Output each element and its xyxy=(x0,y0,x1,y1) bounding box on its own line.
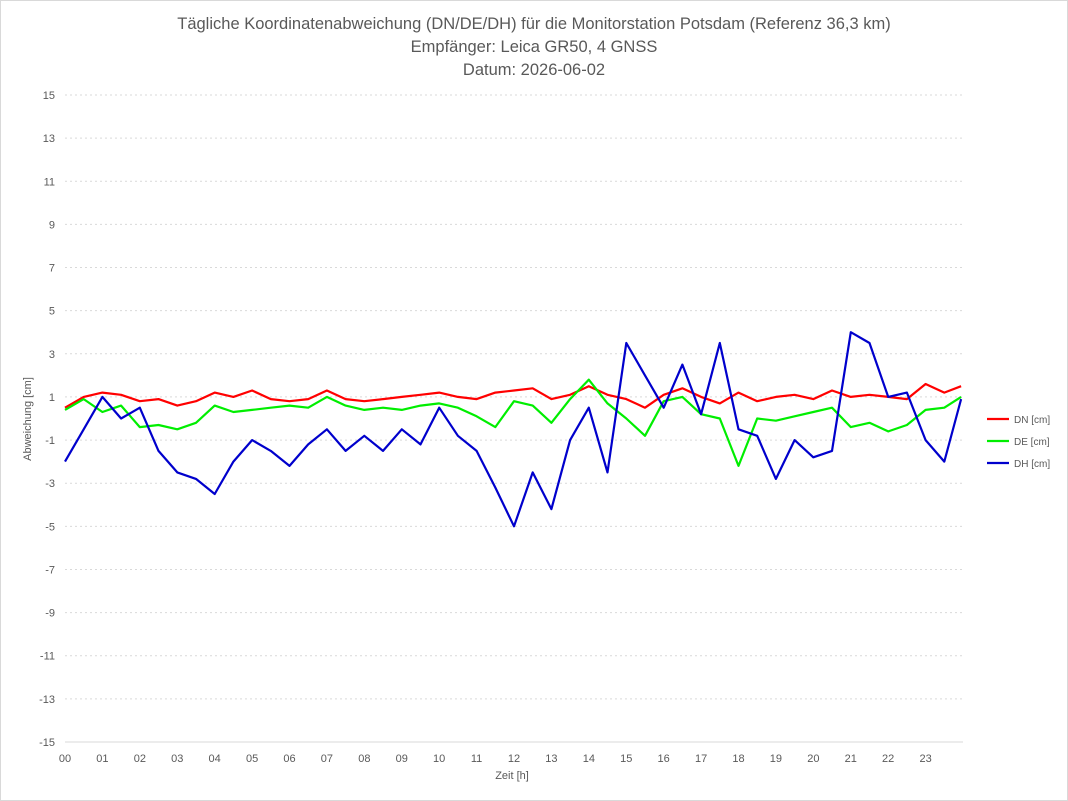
x-tick-label: 19 xyxy=(770,753,782,765)
x-tick-label: 09 xyxy=(396,753,408,765)
y-tick-label: -13 xyxy=(39,694,55,706)
x-tick-label: 12 xyxy=(508,753,520,765)
x-tick-label: 05 xyxy=(246,753,258,765)
legend-label-dh: DH [cm] xyxy=(1014,459,1050,470)
y-tick-label: 3 xyxy=(49,349,55,361)
x-tick-label: 16 xyxy=(658,753,670,765)
chart-title: Tägliche Koordinatenabweichung (DN/DE/DH… xyxy=(177,15,891,79)
x-tick-label: 00 xyxy=(59,753,71,765)
x-tick-label: 01 xyxy=(96,753,108,765)
x-tick-label: 22 xyxy=(882,753,894,765)
x-tick-label: 21 xyxy=(845,753,857,765)
y-tick-label: 13 xyxy=(43,133,55,145)
x-tick-label: 14 xyxy=(583,753,595,765)
y-tick-label: 15 xyxy=(43,90,55,102)
legend-label-dn: DN [cm] xyxy=(1014,415,1050,426)
x-axis-title: Zeit [h] xyxy=(495,770,529,782)
x-tick-label: 08 xyxy=(358,753,370,765)
y-tick-label: -7 xyxy=(45,564,55,576)
x-axis-ticks: 00 01 02 03 04 05 06 07 08 09 10 11 12 13 14 15 16 17 18 19… xyxy=(59,753,932,765)
x-tick-label: 18 xyxy=(732,753,744,765)
chart-title-line-2: Empfänger: Leica GR50, 4 GNSS xyxy=(411,38,658,56)
x-tick-label: 20 xyxy=(807,753,819,765)
chart-title-line-3: Datum: 2026-06-02 xyxy=(463,61,605,79)
legend-label-de: DE [cm] xyxy=(1014,437,1050,448)
x-tick-label: 11 xyxy=(471,753,482,765)
y-tick-label: -11 xyxy=(40,651,55,663)
y-tick-label: 5 xyxy=(49,306,55,318)
y-axis-ticks: 15 13 11 9 7 5 3 1 -1 -3 -5 -7 -9 -11 -13 -15 xyxy=(39,90,55,749)
x-tick-label: 15 xyxy=(620,753,632,765)
x-tick-label: 03 xyxy=(171,753,183,765)
y-tick-label: -9 xyxy=(45,608,55,620)
y-tick-label: -5 xyxy=(45,521,55,533)
y-tick-label: -3 xyxy=(45,478,55,490)
y-tick-label: -15 xyxy=(39,737,55,749)
series-lines xyxy=(64,331,963,528)
series-line-de xyxy=(64,378,962,467)
y-axis-title: Abweichung [cm] xyxy=(22,377,34,461)
y-tick-label: -1 xyxy=(45,435,55,447)
x-tick-label: 23 xyxy=(919,753,931,765)
legend: DN [cm] DE [cm] DH [cm] xyxy=(987,415,1050,470)
series-line-dh xyxy=(64,331,963,528)
x-tick-label: 10 xyxy=(433,753,445,765)
x-tick-label: 02 xyxy=(134,753,146,765)
y-tick-label: 9 xyxy=(49,219,55,231)
chart-title-line-1: Tägliche Koordinatenabweichung (DN/DE/DH… xyxy=(177,15,891,33)
y-tick-label: 7 xyxy=(49,263,55,275)
series-line-dn xyxy=(64,382,962,409)
x-tick-label: 07 xyxy=(321,753,333,765)
y-tick-label: 1 xyxy=(49,392,55,404)
y-tick-label: 11 xyxy=(44,176,55,188)
x-tick-label: 06 xyxy=(283,753,295,765)
x-tick-label: 04 xyxy=(209,753,221,765)
x-tick-label: 17 xyxy=(695,753,707,765)
x-tick-label: 13 xyxy=(545,753,557,765)
